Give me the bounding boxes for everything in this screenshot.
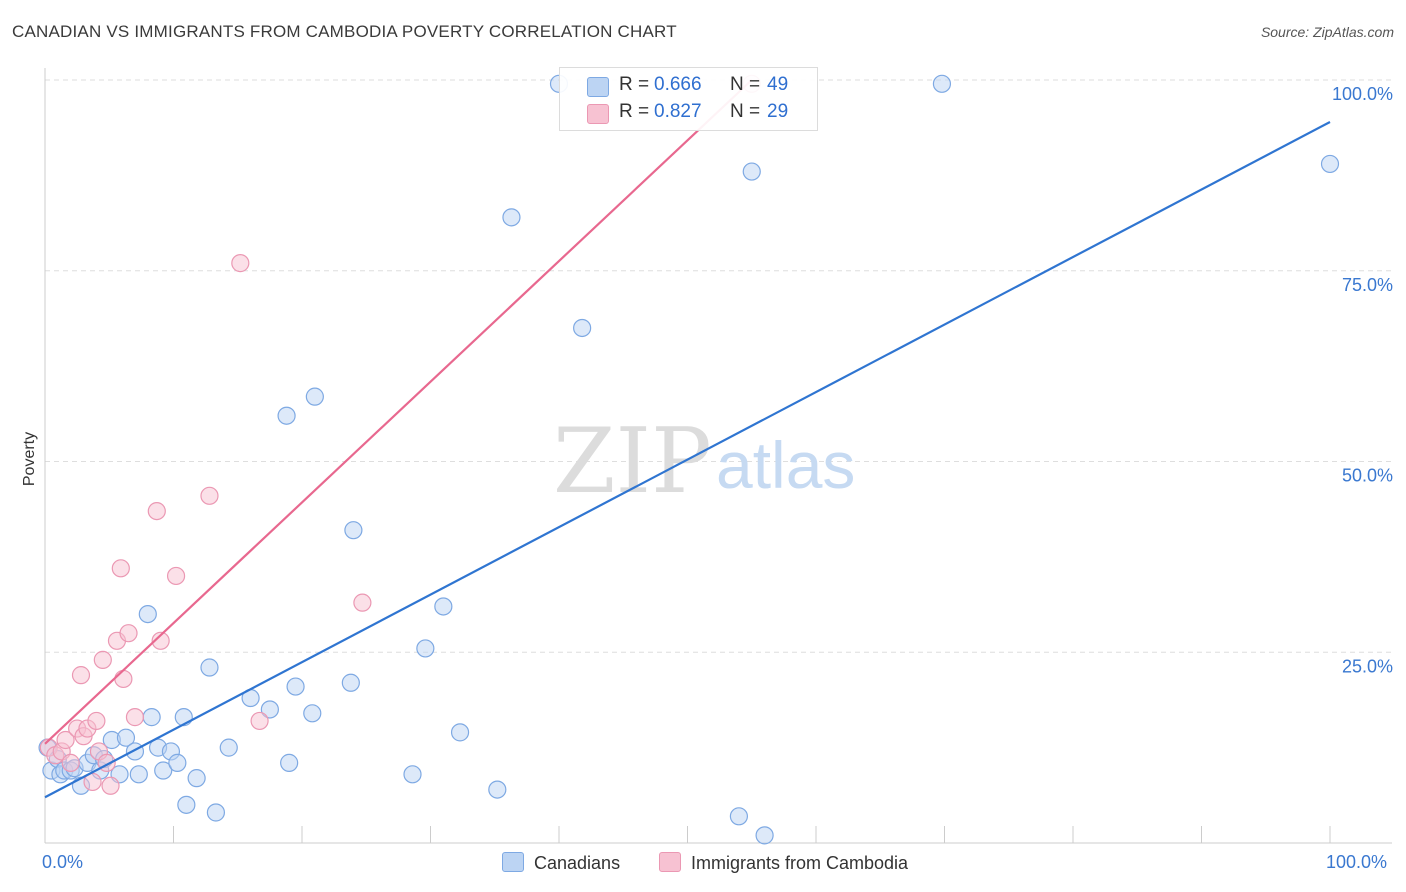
canadians-point	[277, 406, 296, 425]
cambodia-r-label: R =	[619, 101, 650, 122]
trend-lines	[44, 79, 1331, 799]
canadians-point	[168, 753, 187, 772]
stats-row-canadians: R = 0.666 N = 49	[560, 74, 817, 100]
canadians-n-value: 49	[767, 74, 789, 95]
cambodia-point	[200, 486, 219, 505]
y-tick-label: 50.0%	[1342, 466, 1393, 486]
source-label: Source: ZipAtlas.com	[1260, 24, 1394, 40]
axes	[44, 68, 1392, 844]
stats-row-cambodia: R = 0.827 N = 29	[560, 101, 817, 127]
canadians-n-label: N =	[730, 74, 761, 95]
cambodia-swatch	[587, 104, 609, 124]
x-tick-label-min: 0.0%	[42, 852, 84, 872]
legend-item-canadians[interactable]: Canadians	[502, 852, 620, 874]
canadians-point	[138, 604, 157, 624]
canadians-point	[187, 769, 206, 788]
x-tick-label-max: 100.0%	[1326, 852, 1388, 872]
canadians-point	[344, 521, 363, 540]
legend: Canadians Immigrants from Cambodia	[0, 852, 1406, 878]
y-tick-label: 100.0%	[1332, 84, 1393, 104]
canadians-point	[450, 723, 470, 742]
canadians-point	[305, 387, 324, 406]
canadians-point	[219, 738, 238, 757]
cambodia-point	[111, 559, 130, 578]
canadians-point	[154, 761, 173, 780]
legend-item-cambodia[interactable]: Immigrants from Cambodia	[659, 852, 908, 874]
watermark: ZIP atlas	[553, 409, 855, 514]
canadians-point	[932, 74, 952, 93]
canadians-point	[434, 597, 453, 616]
cambodia-point	[166, 566, 186, 586]
legend-cambodia-label: Immigrants from Cambodia	[691, 853, 909, 873]
cambodia-point	[87, 711, 106, 731]
cambodia-point	[61, 753, 80, 772]
canadians-r-label: R =	[619, 74, 650, 95]
canadians-point	[488, 780, 507, 799]
canadians-point	[502, 208, 521, 227]
cambodia-point	[353, 593, 372, 612]
canadians-point	[729, 807, 749, 826]
canadians-point	[1320, 154, 1340, 174]
canadians-point	[416, 639, 435, 658]
cambodia-point	[119, 624, 138, 643]
legend-canadians-label: Canadians	[534, 853, 621, 873]
canadians-point	[177, 795, 196, 814]
canadians-r-value: 0.666	[654, 74, 702, 95]
cambodia-r-value: 0.827	[654, 101, 702, 122]
canadians-point	[260, 700, 279, 719]
cambodia-point	[114, 669, 133, 689]
cambodia-point	[56, 730, 75, 750]
watermark-zip: ZIP	[553, 409, 712, 514]
canadians-point	[206, 803, 226, 822]
canadians-point	[403, 765, 422, 784]
cambodia-point	[250, 711, 269, 731]
cambodia-point	[71, 666, 91, 685]
cambodia-n-label: N =	[730, 101, 761, 122]
canadians-point	[200, 658, 219, 677]
chart-title: CANADIAN VS IMMIGRANTS FROM CAMBODIA POV…	[12, 22, 677, 41]
cambodia-point	[93, 650, 112, 669]
cambodia-point	[147, 501, 166, 521]
y-tick-label: 75.0%	[1342, 275, 1393, 295]
canadians-point	[286, 677, 305, 696]
cambodia-point	[101, 776, 120, 795]
y-tick-label: 25.0%	[1342, 656, 1393, 676]
canadians-trend-line	[44, 120, 1331, 799]
cambodia-point	[231, 254, 250, 273]
canadians-point	[125, 742, 145, 761]
cambodia-point	[125, 708, 145, 727]
stats-box: R = 0.666 N = 49 R = 0.827 N = 29	[559, 67, 818, 131]
cambodia-point	[151, 631, 170, 650]
canadians-point	[755, 826, 774, 845]
canadians-point	[742, 162, 761, 181]
canadians-point	[129, 765, 148, 784]
canadians-swatch	[587, 77, 609, 97]
y-tick-labels: 25.0% 50.0% 75.0% 100.0%	[1332, 84, 1393, 676]
watermark-atlas: atlas	[716, 428, 855, 502]
canadians-point	[303, 704, 322, 723]
legend-cambodia-swatch	[659, 852, 681, 872]
canadians-point	[142, 708, 161, 727]
canadians-point	[573, 318, 592, 338]
canadians-point	[116, 728, 136, 747]
legend-canadians-swatch	[502, 852, 524, 872]
cambodia-n-value: 29	[767, 101, 789, 122]
cambodia-trend-line	[44, 79, 753, 745]
canadians-point	[280, 753, 299, 772]
grid-lines	[45, 79, 1392, 653]
canadians-point	[341, 673, 360, 692]
